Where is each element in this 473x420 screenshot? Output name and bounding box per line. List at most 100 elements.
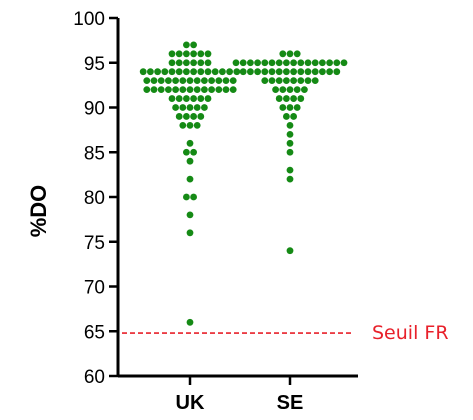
data-point-uk xyxy=(175,50,183,58)
reference-line-label: Seuil FR xyxy=(372,322,449,344)
data-point-uk xyxy=(197,95,205,102)
data-point-uk xyxy=(226,68,234,76)
data-point-uk xyxy=(222,86,230,93)
data-point-se xyxy=(261,77,269,85)
data-point-se xyxy=(286,122,294,129)
data-point-uk xyxy=(233,68,241,76)
data-point-se xyxy=(304,59,312,67)
data-point-uk xyxy=(183,95,190,102)
data-point-se xyxy=(254,68,261,76)
data-point-se xyxy=(261,59,269,67)
data-point-se xyxy=(326,68,333,76)
data-point-uk xyxy=(208,77,216,85)
data-point-se xyxy=(293,86,301,93)
data-point-se xyxy=(283,77,290,85)
y-axis-title: %DO xyxy=(26,185,51,238)
data-point-uk xyxy=(179,122,187,129)
data-point-uk xyxy=(172,86,180,93)
data-point-uk xyxy=(229,86,237,93)
x-category-label: SE xyxy=(277,392,304,414)
data-point-uk xyxy=(197,68,205,76)
data-point-uk xyxy=(186,318,194,326)
data-point-uk xyxy=(190,68,198,76)
data-point-uk xyxy=(186,229,194,237)
data-point-uk xyxy=(204,68,212,76)
data-point-uk xyxy=(183,148,190,156)
y-axis: 60 65 70 75 80 85 90 95 100 xyxy=(73,9,120,388)
data-point-se xyxy=(297,95,305,102)
data-point-se xyxy=(283,59,290,67)
data-point-uk xyxy=(201,86,208,93)
data-point-se xyxy=(290,68,297,76)
data-point-uk xyxy=(190,95,198,102)
data-point-se xyxy=(311,68,319,76)
y-tick-label: 95 xyxy=(84,54,105,75)
data-point-uk xyxy=(143,77,151,85)
data-point-uk xyxy=(186,104,194,111)
data-point-uk xyxy=(157,86,165,93)
data-point-uk xyxy=(190,59,198,67)
data-point-uk xyxy=(215,77,223,85)
data-point-se xyxy=(297,77,305,85)
data-point-uk xyxy=(168,68,176,76)
data-point-uk xyxy=(183,50,190,58)
data-point-se xyxy=(286,247,294,255)
data-point-se xyxy=(261,68,269,76)
y-tick-label: 80 xyxy=(84,188,105,209)
data-point-se xyxy=(275,77,283,85)
data-point-uk xyxy=(168,50,176,58)
data-point-uk xyxy=(154,68,162,76)
data-point-se xyxy=(247,59,254,67)
data-point-se xyxy=(290,95,297,102)
data-point-uk xyxy=(208,86,216,93)
data-point-uk xyxy=(179,104,187,111)
data-point-uk xyxy=(147,68,154,76)
data-point-uk xyxy=(183,59,190,67)
data-point-se xyxy=(275,95,283,102)
data-point-uk xyxy=(204,50,212,58)
data-point-uk xyxy=(150,86,158,93)
data-point-uk xyxy=(190,148,198,156)
data-point-se xyxy=(279,86,287,93)
x-category-label: UK xyxy=(176,392,205,414)
data-point-uk xyxy=(219,68,226,76)
data-point-se xyxy=(247,68,254,76)
data-point-se xyxy=(311,77,319,85)
data-point-uk xyxy=(193,104,201,111)
data-point-uk xyxy=(139,68,147,76)
data-point-se xyxy=(297,59,305,67)
data-point-se xyxy=(239,68,247,76)
data-point-uk xyxy=(183,193,190,201)
x-axis: UK SE xyxy=(118,374,358,414)
data-point-uk xyxy=(172,104,180,111)
data-point-uk xyxy=(229,77,237,85)
data-point-se xyxy=(268,77,276,85)
data-point-se xyxy=(232,59,240,67)
data-point-se xyxy=(333,68,341,76)
data-point-se xyxy=(286,139,294,147)
data-point-uk xyxy=(186,122,194,129)
data-point-uk xyxy=(175,113,183,120)
data-point-uk xyxy=(186,86,194,93)
data-point-uk xyxy=(204,59,212,67)
data-point-uk xyxy=(183,68,190,76)
data-point-se xyxy=(268,59,276,67)
data-point-se xyxy=(319,68,326,76)
data-point-se xyxy=(286,175,294,183)
data-point-uk xyxy=(165,77,172,85)
data-point-uk xyxy=(222,77,230,85)
data-point-uk xyxy=(175,59,183,67)
data-point-se xyxy=(293,50,301,58)
data-point-se xyxy=(290,77,297,85)
data-point-se xyxy=(275,59,283,67)
data-point-uk xyxy=(186,157,194,165)
data-point-uk xyxy=(175,68,183,76)
data-point-uk xyxy=(197,59,205,67)
data-point-uk xyxy=(168,59,176,67)
data-point-uk xyxy=(186,175,194,183)
data-point-se xyxy=(268,68,276,76)
data-point-se xyxy=(286,50,294,58)
y-tick-label: 85 xyxy=(84,143,105,164)
data-point-uk xyxy=(157,77,165,85)
